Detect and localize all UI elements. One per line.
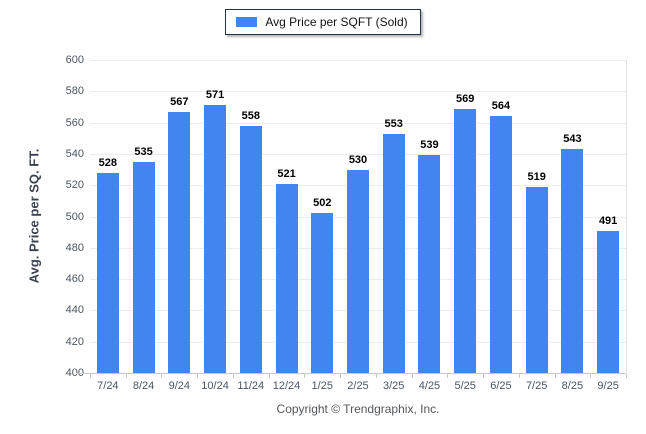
x-axis-line <box>76 373 626 374</box>
x-tick-label: 5/25 <box>454 380 476 392</box>
x-tick-label: 1/25 <box>311 380 333 392</box>
x-tick-label: 6/25 <box>490 380 512 392</box>
copyright-text: Copyright © Trendgraphix, Inc. <box>276 402 440 416</box>
x-tick-mark <box>518 374 520 378</box>
x-tick-mark <box>375 374 377 378</box>
bar <box>96 172 119 373</box>
x-tick-mark <box>232 374 234 378</box>
bar-value-label: 558 <box>241 109 260 122</box>
bar <box>561 149 584 373</box>
x-tick-label: 8/25 <box>561 380 584 392</box>
legend-row: Avg Price per SQFT (Sold) <box>0 9 646 35</box>
y-tick-label: 400 <box>65 367 84 379</box>
bar <box>204 105 227 373</box>
x-tick-mark <box>554 374 556 378</box>
y-tick-label: 520 <box>65 179 84 192</box>
bar <box>489 116 512 373</box>
legend-swatch <box>236 17 258 27</box>
bar-value-label: 530 <box>348 153 368 166</box>
x-tick-mark <box>483 374 485 378</box>
x-tick-mark <box>125 374 127 378</box>
bar <box>168 111 191 373</box>
x-tick-mark <box>304 374 306 378</box>
y-gridline <box>90 60 626 61</box>
bar <box>347 169 369 373</box>
bar <box>597 230 620 373</box>
x-tick-mark <box>90 374 91 378</box>
bar-value-label: 567 <box>170 95 189 108</box>
bar-value-label: 535 <box>134 145 153 158</box>
plot-right-border <box>626 60 627 373</box>
y-gridline <box>90 153 626 155</box>
x-tick-label: 4/25 <box>418 380 441 392</box>
bar <box>418 155 441 373</box>
y-tick-label: 420 <box>65 335 84 348</box>
y-tick-label: 540 <box>65 147 84 160</box>
bar-value-label: 553 <box>384 117 403 130</box>
x-tick-label: 9/25 <box>597 380 619 392</box>
x-tick-label: 9/24 <box>168 380 191 392</box>
bar-value-label: 502 <box>313 197 332 210</box>
bar <box>132 161 155 373</box>
y-tick-label: 580 <box>65 85 84 98</box>
x-tick-label: 2/25 <box>347 380 369 392</box>
x-tick-mark <box>411 374 413 378</box>
y-tick-label: 560 <box>65 116 84 129</box>
bar-value-label: 543 <box>563 133 582 146</box>
bar <box>239 125 262 373</box>
y-tick-label: 440 <box>65 304 84 317</box>
bar-value-label: 519 <box>527 170 546 183</box>
x-tick-mark <box>626 374 627 378</box>
x-tick-mark <box>197 374 199 378</box>
bar <box>454 108 477 373</box>
y-tick-label: 500 <box>65 210 84 223</box>
bar-value-label: 571 <box>205 89 225 102</box>
bar <box>382 133 405 373</box>
x-tick-mark <box>161 374 163 378</box>
x-tick-mark <box>268 374 270 378</box>
x-tick-label: 12/24 <box>272 380 301 392</box>
y-tick-label: 480 <box>65 241 84 254</box>
x-tick-label: 7/25 <box>525 380 548 392</box>
y-gridline <box>90 122 626 124</box>
bar-value-label: 539 <box>420 139 439 152</box>
x-tick-label: 3/25 <box>383 380 405 392</box>
bar <box>275 183 298 373</box>
bar-value-label: 521 <box>277 167 296 180</box>
y-gridline <box>90 91 626 93</box>
x-tick-label: 7/24 <box>97 380 119 392</box>
y-tick-label: 460 <box>65 273 84 286</box>
x-tick-mark <box>340 374 342 378</box>
bar-value-label: 569 <box>456 92 475 105</box>
x-tick-label: 10/24 <box>201 380 229 392</box>
x-tick-label: 8/24 <box>132 380 155 392</box>
bar <box>311 213 334 373</box>
y-tick-label: 600 <box>65 54 84 66</box>
bar-value-label: 491 <box>598 214 618 227</box>
x-tick-mark <box>590 374 592 378</box>
legend: Avg Price per SQFT (Sold) <box>225 9 421 35</box>
bar-value-label: 564 <box>491 100 511 113</box>
legend-label: Avg Price per SQFT (Sold) <box>265 15 408 29</box>
x-tick-mark <box>447 374 449 378</box>
bar-value-label: 528 <box>98 156 118 169</box>
bar <box>525 186 548 373</box>
x-tick-label: 11/24 <box>237 380 265 392</box>
